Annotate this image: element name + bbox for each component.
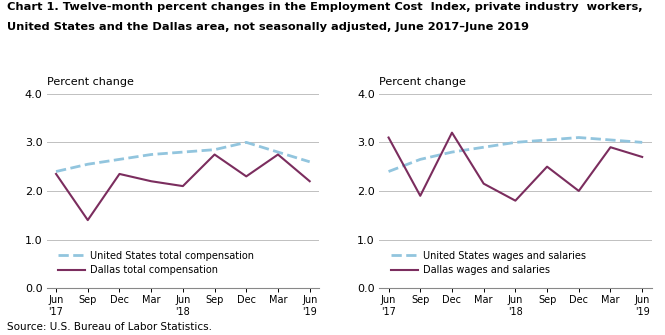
United States total compensation	[211, 148, 219, 152]
Dallas wages and salaries	[575, 189, 583, 193]
United States total compensation	[84, 162, 92, 166]
United States total compensation	[52, 170, 60, 174]
Line: Dallas total compensation: Dallas total compensation	[56, 154, 310, 220]
Dallas total compensation	[274, 152, 282, 156]
Legend: United States total compensation, Dallas total compensation: United States total compensation, Dallas…	[54, 247, 258, 279]
United States wages and salaries	[416, 157, 424, 161]
Text: Percent change: Percent change	[379, 77, 466, 87]
United States total compensation	[179, 150, 187, 154]
United States total compensation	[274, 150, 282, 154]
United States wages and salaries	[638, 140, 646, 144]
Dallas total compensation	[84, 218, 92, 222]
Dallas wages and salaries	[638, 155, 646, 159]
Text: Percent change: Percent change	[47, 77, 134, 87]
Dallas total compensation	[52, 172, 60, 176]
Line: United States total compensation: United States total compensation	[56, 142, 310, 172]
Dallas total compensation	[306, 179, 314, 183]
Dallas total compensation	[147, 179, 155, 183]
Dallas total compensation	[179, 184, 187, 188]
United States total compensation	[116, 157, 124, 161]
Line: United States wages and salaries: United States wages and salaries	[388, 137, 642, 172]
United States wages and salaries	[479, 145, 487, 149]
United States wages and salaries	[575, 135, 583, 139]
Dallas wages and salaries	[448, 131, 456, 135]
Dallas wages and salaries	[416, 194, 424, 198]
Legend: United States wages and salaries, Dallas wages and salaries: United States wages and salaries, Dallas…	[386, 247, 589, 279]
Dallas wages and salaries	[543, 165, 551, 169]
Text: Source: U.S. Bureau of Labor Statistics.: Source: U.S. Bureau of Labor Statistics.	[7, 322, 211, 332]
United States wages and salaries	[606, 138, 614, 142]
United States wages and salaries	[543, 138, 551, 142]
United States total compensation	[242, 140, 250, 144]
United States total compensation	[306, 160, 314, 164]
United States wages and salaries	[384, 170, 392, 174]
Dallas total compensation	[116, 172, 124, 176]
United States wages and salaries	[448, 150, 456, 154]
Dallas wages and salaries	[606, 145, 614, 149]
Line: Dallas wages and salaries: Dallas wages and salaries	[388, 133, 642, 201]
Dallas wages and salaries	[511, 199, 519, 203]
Text: United States and the Dallas area, not seasonally adjusted, June 2017–June 2019: United States and the Dallas area, not s…	[7, 22, 529, 32]
United States wages and salaries	[511, 140, 519, 144]
Dallas wages and salaries	[479, 182, 487, 186]
United States total compensation	[147, 152, 155, 156]
Dallas total compensation	[211, 152, 219, 156]
Dallas wages and salaries	[384, 135, 392, 139]
Dallas total compensation	[242, 174, 250, 178]
Text: Chart 1. Twelve-month percent changes in the Employment Cost  Index, private ind: Chart 1. Twelve-month percent changes in…	[7, 2, 642, 12]
